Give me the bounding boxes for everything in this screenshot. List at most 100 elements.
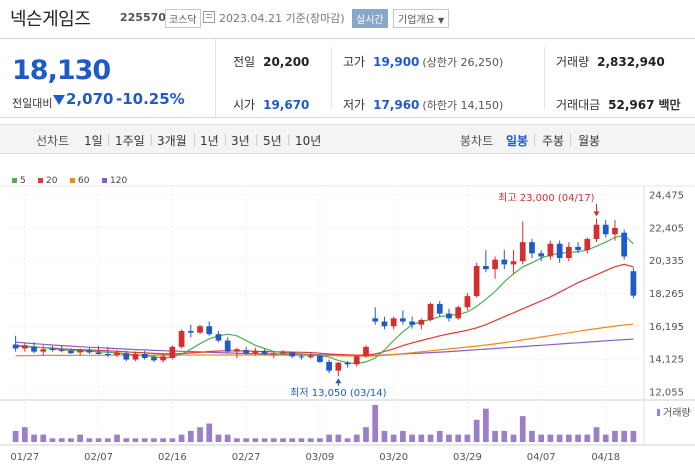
volume-bar [612,430,618,442]
volume-bar [473,419,480,442]
lower-limit: (하한가 14,150) [422,99,504,112]
candle-body [280,352,286,354]
candle-body [455,307,462,319]
period-selector: 선차트 1일 1주일 3개월 1년 3년 5년 10년 봉차트 일봉 주봉 월봉 [0,124,695,154]
volume-bar [197,427,203,442]
volume-bar [593,427,600,442]
stat-high: 고가 19,900 (상한가 26,250) [343,53,503,70]
open-value: 19,670 [263,98,310,112]
stat-low: 저가 17,960 (하한가 14,150) [343,96,503,113]
change-percent: -10.25% [116,90,185,108]
candle-body [289,352,296,357]
y-tick-label: 24,475 [649,191,684,202]
company-info-dropdown[interactable]: 기업개요 ▼ [393,9,450,28]
volume-bar [141,438,148,442]
candle-body [317,355,323,362]
candle-body [538,253,545,257]
volume-bar [187,430,194,442]
candle-body [529,242,535,254]
volume-bar [12,430,19,442]
candle-weekly[interactable]: 주봉 [542,134,565,148]
period-1d[interactable]: 1일 [84,134,103,148]
legend-swatch [38,178,43,183]
divider [331,47,332,109]
upper-limit: (상한가 26,250) [422,56,504,69]
volume-bar [621,430,628,442]
quote-panel: 18,130 전일대비 2,070 -10.25% 전일 20,200 시가 19,… [0,38,695,118]
candle-body [363,346,369,357]
candle-body [400,318,406,322]
x-tick-label: 03/20 [379,452,408,463]
volume-bar [77,434,84,442]
volume-bar [455,434,462,442]
volume-bar [160,438,166,442]
legend-swatch [70,178,75,183]
calendar-icon [203,11,215,23]
candle-body [335,362,342,371]
candle-body [307,355,314,358]
volume-bar [400,430,406,442]
legend-label: 120 [110,176,128,186]
volume-label: 거래량 [556,55,590,69]
stock-header: 넥슨게임즈 225570 코스닥 2023.04.21 기준(장마감) 실시간 … [0,0,695,38]
candle-body [132,354,139,360]
volume-bar [215,434,222,442]
volume-bar [317,438,323,442]
price-panel: 18,130 전일대비 2,070 -10.25% [0,39,216,117]
volume-bar [21,427,28,442]
candle-body [197,326,203,333]
volume-bar [390,434,397,442]
volume-bar [289,438,296,442]
volume-bar [40,434,47,442]
period-5y[interactable]: 5년 [263,134,282,148]
candle-body [178,331,185,347]
candle-body [492,259,498,270]
separator [225,134,226,146]
y-tick-label: 18,265 [649,289,684,300]
low-annotation: 최저 13,050 (03/14) [290,387,386,399]
volume-bar [307,438,314,442]
volume-bar [372,405,379,442]
volume-legend-swatch [657,409,660,416]
volume-bar [492,430,498,442]
period-3m[interactable]: 3개월 [157,134,187,148]
separator [288,134,289,146]
period-1w[interactable]: 1주일 [115,134,145,148]
candle-body [409,321,415,325]
period-3y[interactable]: 3년 [231,134,250,148]
line-chart-label: 선차트 [36,134,70,148]
candle-body [114,352,120,355]
volume-bar [243,438,249,442]
candle-body [95,352,102,355]
x-tick-label: 04/07 [527,452,556,463]
period-1y[interactable]: 1년 [200,134,219,148]
volume-bar [446,434,452,442]
chevron-down-icon: ▼ [438,16,445,25]
candle-monthly[interactable]: 월봉 [578,134,601,148]
volume-bar [556,434,563,442]
volume-bar [114,434,120,442]
high-marker-arrow [593,211,600,217]
open-label: 시가 [233,98,256,112]
high-value: 19,900 [373,55,420,69]
realtime-button[interactable]: 실시간 [352,9,388,28]
candle-body [234,349,240,352]
candle-body [261,350,268,355]
amount-label: 거래대금 [556,98,601,112]
volume-bar [538,434,545,442]
volume-bar [86,438,93,442]
candle-body [390,318,397,327]
legend-ma120: 120 [102,176,127,186]
candle-body [427,304,434,320]
candle-body [575,246,581,251]
legend-swatch [12,178,17,183]
volume-bar [178,434,185,442]
period-10y[interactable]: 10년 [295,134,322,148]
volume-bar [529,430,535,442]
candle-daily[interactable]: 일봉 [506,134,529,148]
ma60-line [15,323,634,357]
candle-chart-label: 봉차트 [460,134,494,148]
volume-bar [409,434,415,442]
volume-bar [68,438,74,442]
